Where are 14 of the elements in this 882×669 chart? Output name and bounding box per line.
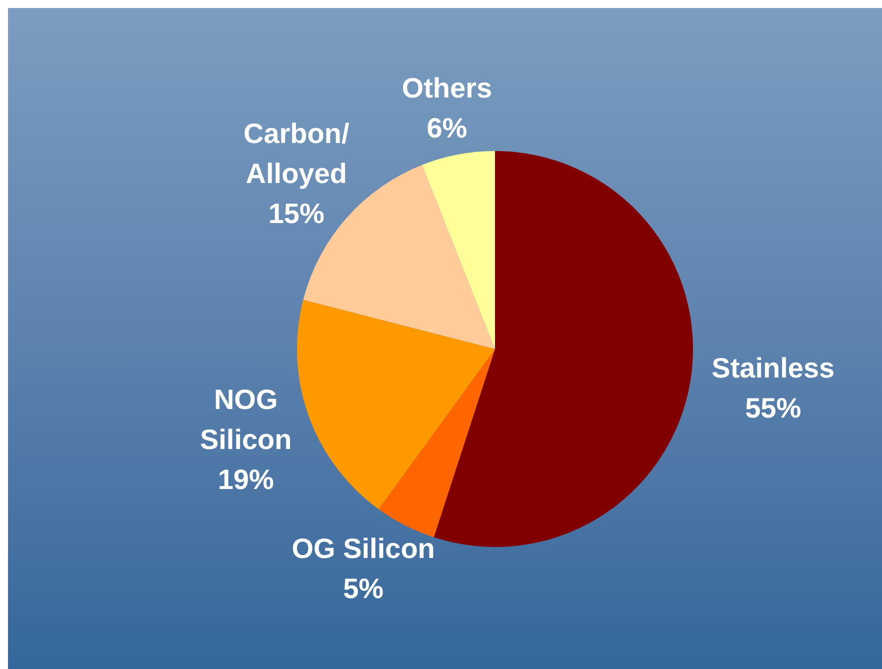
- pie-slice: [297, 300, 495, 510]
- data-label: 6%: [426, 112, 468, 143]
- data-label: 15%: [268, 198, 324, 229]
- slice-label: Stainless: [712, 352, 835, 383]
- pie-slice: [434, 151, 693, 547]
- data-label: 19%: [218, 464, 274, 495]
- slice-label: Others: [402, 72, 492, 103]
- pie-slice: [378, 349, 495, 538]
- pie-slice: [422, 151, 495, 349]
- slice-label: Carbon/Alloyed: [243, 118, 350, 189]
- data-label: 5%: [343, 572, 384, 604]
- slice-label: OG Silicon: [292, 532, 435, 564]
- data-label: 55%: [745, 392, 802, 423]
- slice-label: NOG Silicon: [200, 384, 292, 455]
